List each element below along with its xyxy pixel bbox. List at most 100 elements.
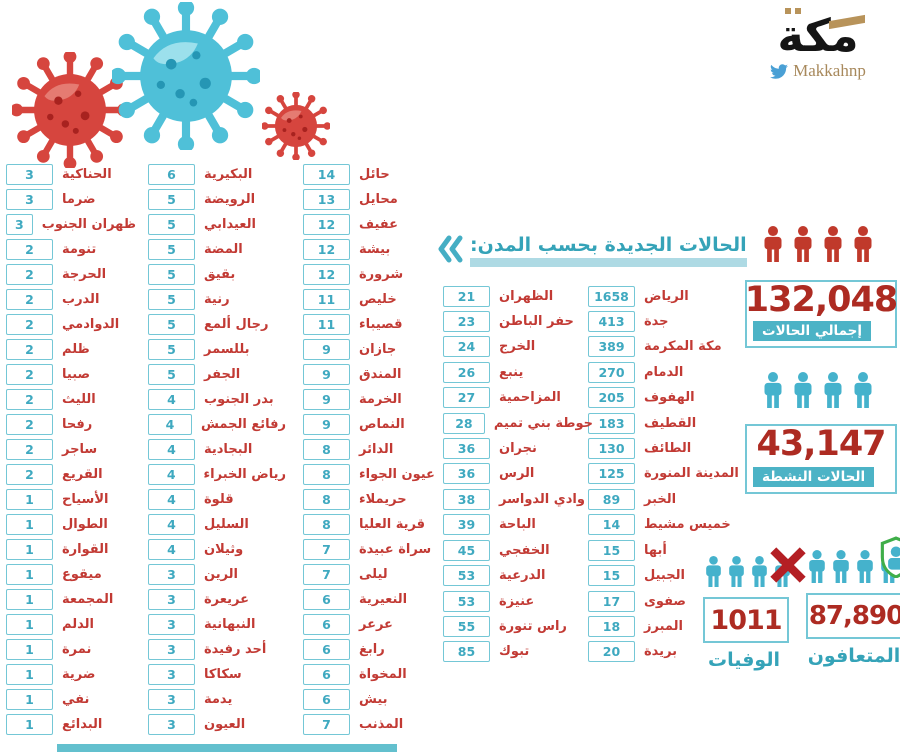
city-row: 6 المخواة <box>303 663 441 685</box>
city-row: 9 جازان <box>303 338 441 360</box>
city-row: 2 تنومة <box>6 238 136 260</box>
city-value-box: 389 <box>588 336 635 358</box>
virus-icon <box>262 92 330 160</box>
city-value-box: 6 <box>303 613 350 635</box>
city-row: 3 أحد رفيدة <box>148 638 286 660</box>
city-name-label: القطيف <box>644 415 697 431</box>
city-value-box: 39 <box>443 514 490 536</box>
city-name-label: ضرية <box>62 666 96 682</box>
city-name-label: بريدة <box>644 644 678 660</box>
city-row: 270 الدمام <box>588 361 760 383</box>
city-value-box: 8 <box>303 438 350 460</box>
twitter-handle-label: Makkahnp <box>793 61 866 81</box>
city-value-box: 17 <box>588 590 635 612</box>
city-name-label: الظهران <box>499 288 554 304</box>
city-name-label: الجبيل <box>644 568 685 584</box>
city-name-label: الخبر <box>644 491 677 507</box>
city-name-label: نمرة <box>62 641 92 657</box>
city-row: 4 قلوة <box>148 488 286 510</box>
deaths-label: الوفيات <box>708 649 780 671</box>
city-value-box: 3 <box>6 163 53 185</box>
person-icon <box>833 550 849 583</box>
city-row: 6 النعيرية <box>303 588 441 610</box>
city-value-box: 4 <box>148 538 195 560</box>
city-name-label: المبرز <box>644 618 683 634</box>
city-name-label: رابغ <box>359 641 385 657</box>
city-value-box: 2 <box>6 313 53 335</box>
virus-icon <box>12 52 128 168</box>
logo-arabic-text: مكة <box>777 8 866 59</box>
city-value-box: 2 <box>6 263 53 285</box>
total-cases-label: إجمالي الحالات <box>753 321 872 341</box>
deaths-persons-icons <box>703 547 806 587</box>
city-name-label: الدلم <box>62 616 94 632</box>
city-name-label: خليص <box>359 291 397 307</box>
twitter-handle: Makkahnp <box>744 61 892 81</box>
city-row: 8 حريملاء <box>303 488 441 510</box>
city-name-label: الهفوف <box>644 390 695 406</box>
city-name-label: رفائع الجمش <box>201 416 286 432</box>
city-value-box: 9 <box>303 363 350 385</box>
city-name-label: بيشة <box>359 241 391 257</box>
city-name-label: عريعرة <box>204 591 249 607</box>
city-value-box: 4 <box>148 513 195 535</box>
city-row: 5 الجفر <box>148 363 286 385</box>
city-value-box: 14 <box>303 163 350 185</box>
city-name-label: الطائف <box>644 441 692 457</box>
city-row: 5 الرويضة <box>148 188 286 210</box>
city-value-box: 18 <box>588 615 635 637</box>
city-name-label: حائل <box>359 166 390 182</box>
city-value-box: 413 <box>588 310 635 332</box>
city-value-box: 205 <box>588 387 635 409</box>
city-name-label: بللسمر <box>204 341 250 357</box>
city-row: 11 قصيباء <box>303 313 441 335</box>
city-name-label: ليلى <box>359 566 388 582</box>
city-name-label: المزاحمية <box>499 390 561 406</box>
city-name-label: عنيزة <box>499 593 535 609</box>
page-title: الحالات الجديدة بحسب المدن: <box>470 234 747 256</box>
active-cases-persons-icons <box>760 372 876 408</box>
city-row: 3 يدمة <box>148 688 286 710</box>
city-name-label: نجران <box>499 441 537 457</box>
city-value-box: 1 <box>6 488 53 510</box>
city-name-label: سراة عبيدة <box>359 541 432 557</box>
city-row: 45 الخفجي <box>443 539 593 561</box>
city-row: 2 رفحا <box>6 413 136 435</box>
person-icon <box>764 372 782 408</box>
city-row: 85 تبوك <box>443 641 593 663</box>
city-value-box: 7 <box>303 538 350 560</box>
city-name-label: ظهران الجنوب <box>41 216 136 232</box>
city-value-box: 7 <box>303 563 350 585</box>
city-value-box: 4 <box>148 438 195 460</box>
city-row: 5 العيدابي <box>148 213 286 235</box>
person-icon <box>854 372 872 408</box>
recovered-value: 87,890 <box>808 601 900 631</box>
city-row: 2 الحرجة <box>6 263 136 285</box>
city-row: 5 المضة <box>148 238 286 260</box>
city-row: 53 الدرعية <box>443 565 593 587</box>
city-value-box: 125 <box>588 463 635 485</box>
city-row: 39 الباحة <box>443 514 593 536</box>
city-value-box: 1 <box>6 588 53 610</box>
city-name-label: الرين <box>204 566 239 582</box>
city-name-label: الخرج <box>499 339 536 355</box>
city-name-label: عيون الجواء <box>359 466 435 482</box>
city-value-box: 4 <box>148 413 193 435</box>
total-cases-value: 132,048 <box>744 280 898 320</box>
death-x-icon <box>770 547 806 583</box>
city-name-label: قلوة <box>204 491 234 507</box>
person-icon <box>764 226 782 262</box>
city-name-label: بيش <box>359 691 388 707</box>
city-name-label: شرورة <box>359 266 404 282</box>
city-list-column-1: 1658 الرياض 413 جدة 389 مكة المكرمة 270 … <box>588 285 760 663</box>
recovered-persons-icons <box>806 536 900 583</box>
city-row: 8 الدائر <box>303 438 441 460</box>
city-name-label: النبهانية <box>204 616 256 632</box>
city-value-box: 4 <box>148 388 195 410</box>
city-row: 2 الدرب <box>6 288 136 310</box>
city-name-label: الطوال <box>62 516 108 532</box>
city-row: 28 حوطة بني تميم <box>443 412 593 434</box>
city-name-label: المضة <box>204 241 243 257</box>
city-row: 24 الخرج <box>443 336 593 358</box>
